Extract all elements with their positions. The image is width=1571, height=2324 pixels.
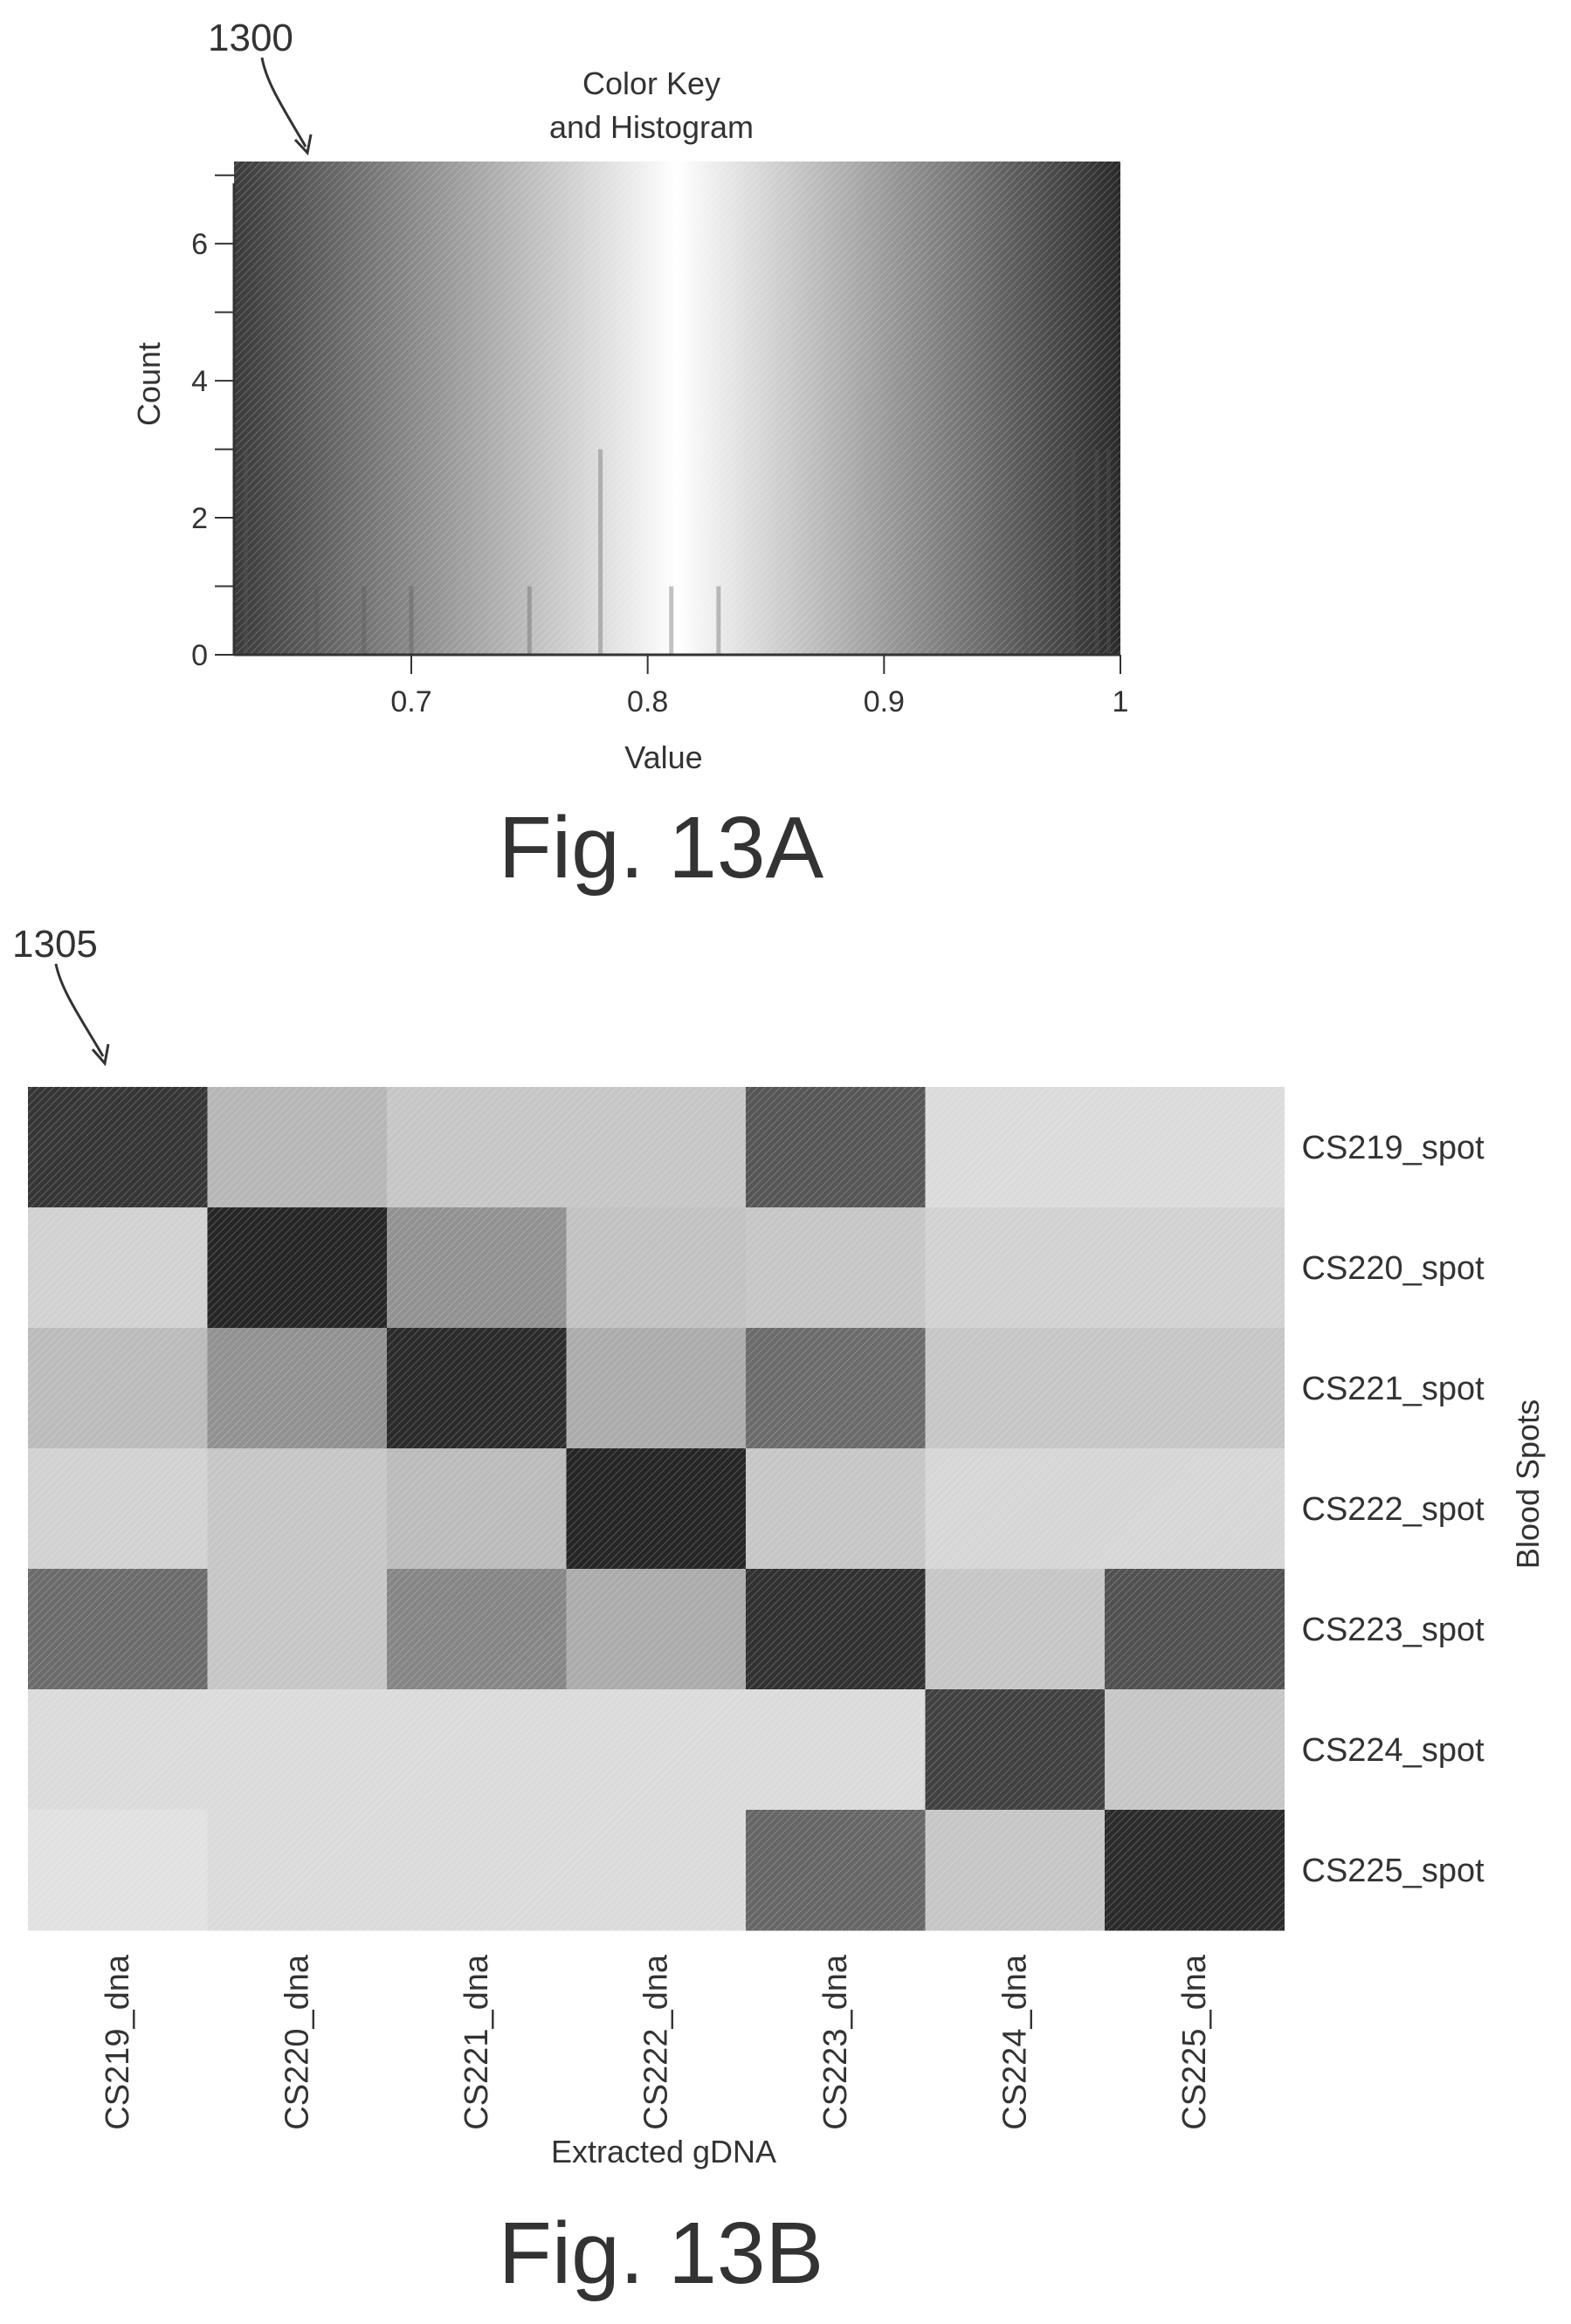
histogram-xlabel: Value xyxy=(624,739,702,775)
ref-arrow-1300-head xyxy=(293,134,313,156)
histogram-x-tick-label: 1 xyxy=(1113,685,1129,719)
figure-caption-13b: Fig. 13B xyxy=(499,2204,823,2302)
ref-number-1305: 1305 xyxy=(12,923,98,966)
heatmap-xlabel: Extracted gDNA xyxy=(551,2134,776,2169)
histogram-x-tick-label: 0.8 xyxy=(627,685,668,719)
heatmap-row-label: CS225_spot xyxy=(1302,1853,1485,1889)
histogram-bar xyxy=(314,586,320,655)
histogram-bar xyxy=(669,586,674,655)
histogram-y-tick-label: 2 xyxy=(191,502,208,535)
histogram-y-tick-label: 6 xyxy=(191,228,208,261)
histogram-bar xyxy=(244,449,249,655)
heatmap-row-label: CS224_spot xyxy=(1302,1732,1485,1769)
histogram-bar xyxy=(598,449,603,655)
histogram-y-tick-label: 0 xyxy=(191,639,208,672)
heatmap-row-label: CS223_spot xyxy=(1302,1612,1485,1648)
ref-arrow-1300 xyxy=(260,57,307,148)
ref-arrow-1305-head xyxy=(91,1043,110,1067)
heatmap-row-label: CS221_spot xyxy=(1302,1371,1485,1407)
heatmap-row-label: CS219_spot xyxy=(1302,1130,1485,1166)
heatmap-col-label: CS224_dna xyxy=(996,1954,1033,2130)
color-key-texture xyxy=(234,162,1120,655)
histogram-title-line2: and Histogram xyxy=(549,109,754,145)
heatmap-col-label: CS221_dna xyxy=(458,1954,495,2130)
histogram-bar xyxy=(716,586,721,655)
ref-arrow-1305 xyxy=(54,963,105,1057)
histogram-x-tick-label: 0.9 xyxy=(864,685,905,719)
heatmap-ylabel: Blood Spots xyxy=(1510,1399,1546,1569)
histogram-bar xyxy=(267,586,272,655)
histogram-plot: 0 2 4 6 0.7 0.8 0.9 1 xyxy=(191,162,1128,719)
heatmap-texture xyxy=(28,1087,1285,1930)
histogram-bar xyxy=(1023,586,1029,655)
histogram-bar xyxy=(362,586,367,655)
histogram-bar xyxy=(1071,449,1076,655)
histogram-bar xyxy=(1094,449,1099,655)
heatmap-plot: CS219_spot CS220_spot CS221_spot CS222_spot… xyxy=(28,1087,1485,2130)
histogram-y-tick-label: 4 xyxy=(191,365,208,398)
histogram-x-tick-label: 0.7 xyxy=(390,685,431,719)
histogram-bar xyxy=(527,586,532,655)
figure-caption-13a: Fig. 13A xyxy=(499,799,824,897)
ref-number-1300: 1300 xyxy=(208,17,293,59)
heatmap-col-label: CS223_dna xyxy=(817,1954,854,2130)
histogram-title-line1: Color Key xyxy=(582,65,720,101)
heatmap-col-label: CS222_dna xyxy=(637,1954,674,2130)
heatmap-col-label: CS219_dna xyxy=(100,1954,136,2130)
heatmap-col-label: CS225_dna xyxy=(1176,1954,1213,2130)
heatmap-row-label: CS220_spot xyxy=(1302,1250,1485,1287)
histogram-ylabel: Count xyxy=(131,342,167,426)
histogram-bar xyxy=(1106,449,1111,655)
heatmap-col-label: CS220_dna xyxy=(279,1954,315,2130)
histogram-bar xyxy=(409,586,414,655)
heatmap-row-label: CS222_spot xyxy=(1302,1491,1485,1528)
